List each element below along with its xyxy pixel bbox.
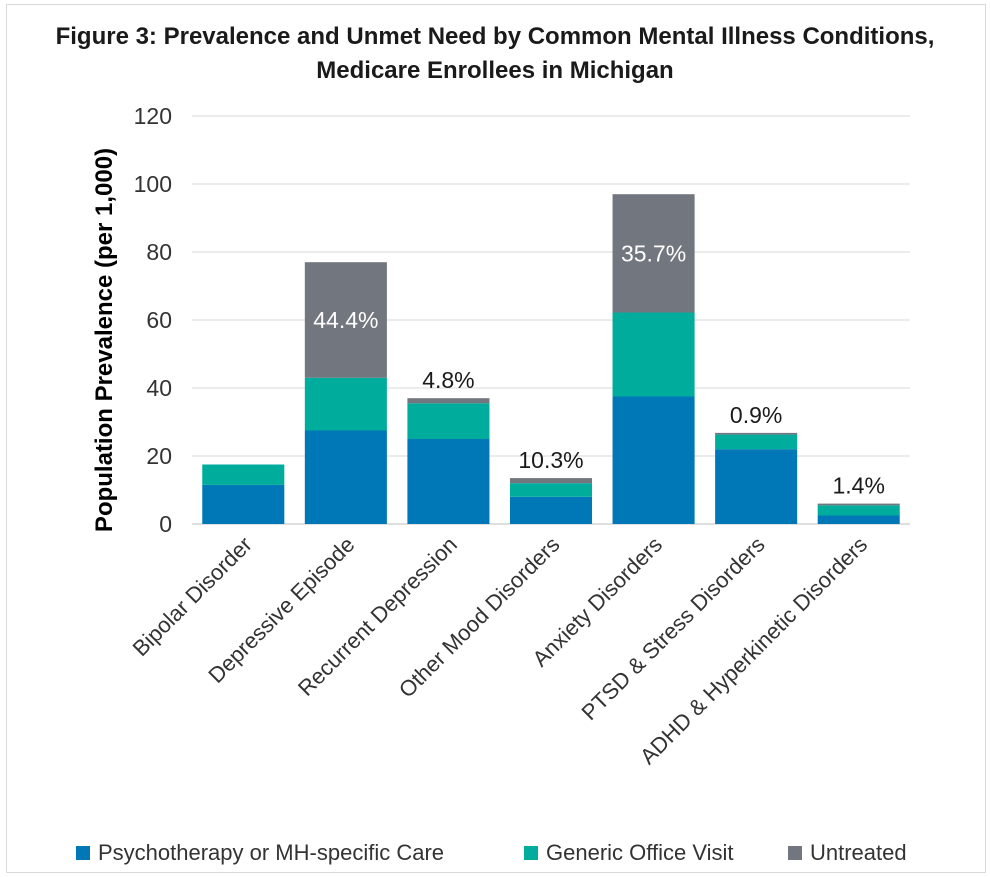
bar-segment — [817, 505, 900, 516]
chart-title-line1: Figure 3: Prevalence and Unmet Need by C… — [55, 23, 935, 50]
legend-label-generic-office-visit: Generic Office Visit — [546, 840, 734, 865]
legend-swatch-untreated — [788, 846, 802, 860]
category-label: ADHD & Hyperkinetic Disorders — [635, 532, 872, 769]
y-tick-label: 20 — [146, 443, 172, 469]
y-axis-label: Population Prevalence (per 1,000) — [91, 148, 118, 532]
legend: Psychotherapy or MH-specific Care Generi… — [0, 840, 990, 870]
legend-swatch-generic-office-visit — [524, 846, 538, 860]
legend-label-untreated: Untreated — [810, 840, 907, 865]
chart-frame — [6, 4, 986, 873]
y-tick-label: 100 — [134, 171, 172, 197]
data-label: 4.8% — [422, 367, 474, 393]
bars — [202, 194, 900, 524]
bar-segment — [304, 377, 387, 431]
bar-segment — [407, 398, 490, 404]
category-label: PTSD & Stress Disorders — [577, 532, 770, 725]
bar-segment — [509, 478, 593, 484]
y-tick-label: 0 — [159, 511, 172, 537]
y-tick-label: 60 — [146, 307, 172, 333]
bar-segment — [715, 432, 798, 435]
bar-segment — [202, 464, 285, 485]
bar-segment — [817, 515, 900, 524]
y-tick-labels: 0 20 40 60 80 100 120 — [134, 103, 172, 537]
legend-item-generic-office-visit: Generic Office Visit — [524, 840, 733, 866]
bar-segment — [612, 396, 695, 524]
bar-segment — [612, 312, 695, 397]
data-label: 35.7% — [621, 240, 686, 266]
bar-segment — [715, 434, 798, 450]
y-tick-label: 120 — [134, 103, 172, 129]
bar-segment — [715, 449, 798, 524]
y-tick-label: 40 — [146, 375, 172, 401]
bar-segment — [304, 262, 387, 378]
bar-segment — [817, 503, 900, 506]
data-label: 1.4% — [832, 473, 884, 499]
bar-segment — [407, 439, 490, 524]
data-label: 44.4% — [313, 307, 378, 333]
chart-title: Figure 3: Prevalence and Unmet Need by C… — [0, 20, 990, 88]
bar-segment — [304, 430, 387, 524]
y-tick-label: 80 — [146, 239, 172, 265]
bar-segment — [612, 194, 695, 313]
bar-segment — [509, 496, 593, 524]
legend-label-psychotherapy: Psychotherapy or MH-specific Care — [98, 840, 445, 865]
bar-segment — [407, 403, 490, 439]
bar-segment — [509, 483, 593, 497]
chart-title-line2: Medicare Enrollees in Michigan — [316, 57, 674, 84]
legend-swatch-psychotherapy — [76, 846, 90, 860]
data-label: 10.3% — [518, 447, 583, 473]
legend-item-untreated: Untreated — [788, 840, 907, 866]
bar-segment — [202, 484, 285, 524]
data-labels: 44.4% 4.8% 10.3% 35.7% 0.9% 1.4% — [313, 240, 885, 498]
data-label: 0.9% — [730, 402, 782, 428]
legend-item-psychotherapy: Psychotherapy or MH-specific Care — [76, 840, 444, 866]
